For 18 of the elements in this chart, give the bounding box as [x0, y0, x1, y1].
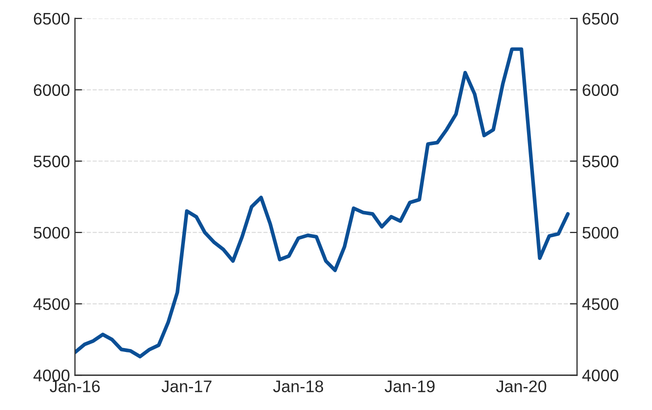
y-tick-label: 4000	[33, 370, 70, 382]
y-tick-label: 4500	[33, 298, 70, 310]
y-tick-label: 5500	[34, 156, 70, 168]
y-tick-label: 5000	[34, 226, 70, 239]
y2-tick-label: 5000	[582, 226, 618, 239]
x-tick-label: Jan-18	[273, 380, 324, 392]
y-tick-label: 6000	[34, 84, 70, 96]
x-tick-label: Jan-19	[384, 380, 435, 392]
y2-tick-label: 6500	[582, 12, 618, 25]
x-tick-label: Jan-20	[496, 380, 546, 392]
y2-tick-label: 6000	[582, 84, 618, 96]
x-tick-label: Jan-16	[50, 380, 100, 392]
y2-tick-label: 4000	[582, 370, 618, 382]
y-tick-label: 6500	[34, 12, 70, 25]
x-tick-label: Jan-17	[162, 380, 212, 392]
line-series	[74, 47, 570, 358]
y2-tick-label: 4500	[582, 298, 618, 310]
y2-tick-label: 5500	[582, 156, 618, 168]
